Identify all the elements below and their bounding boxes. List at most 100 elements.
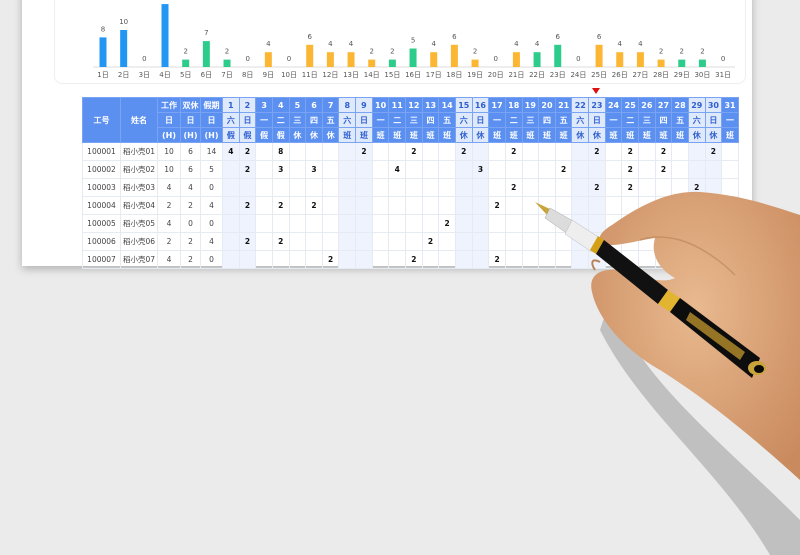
day-cell[interactable] (588, 160, 606, 179)
day-cell[interactable] (471, 142, 490, 161)
x-tick-label: 8日 (242, 71, 253, 79)
day-cell[interactable] (571, 178, 590, 197)
bar (533, 52, 541, 67)
x-tick-label: 23日 (550, 71, 566, 79)
bar (554, 44, 562, 67)
header-day: 27 (654, 97, 673, 113)
header-weekday: 六 (222, 112, 240, 128)
data-label: 4 (514, 40, 519, 48)
table-row[interactable]: 100002 稻小壳02 10 6 5 2 3 3 4 3 2 2 2 (82, 160, 739, 179)
data-label: 0 (287, 55, 291, 63)
bar (471, 59, 479, 67)
data-label: 2 (680, 48, 684, 56)
data-label: 4 (328, 40, 333, 48)
day-cell[interactable]: 4 (222, 142, 240, 161)
header-weekday: 六 (454, 112, 473, 128)
bar (264, 52, 272, 67)
header-weekday: 一 (488, 112, 506, 128)
header-day-type: 假 (238, 127, 257, 143)
bar (698, 59, 706, 67)
header-day: 12 (405, 97, 423, 113)
data-label: 4 (349, 40, 354, 48)
x-tick-label: 31日 (715, 71, 731, 79)
day-cell[interactable] (704, 160, 723, 179)
pen (535, 202, 766, 378)
bar (326, 52, 334, 67)
day-cell[interactable] (338, 232, 357, 251)
data-label: 8 (101, 25, 105, 33)
day-cell[interactable]: 2 (588, 178, 606, 197)
day-cell[interactable] (222, 250, 240, 269)
x-tick-label: 26日 (612, 71, 628, 79)
x-tick-label: 20日 (488, 71, 504, 79)
data-label: 0 (245, 55, 249, 63)
day-cell[interactable] (471, 196, 490, 215)
day-cell[interactable] (454, 178, 473, 197)
header-holiday: 假期 (200, 97, 223, 113)
bar (636, 52, 644, 67)
day-cell[interactable] (355, 250, 373, 269)
day-cell[interactable] (338, 250, 357, 269)
bar (512, 52, 520, 67)
x-tick-label: 14日 (364, 71, 380, 79)
bar (450, 44, 458, 67)
day-cell[interactable] (355, 160, 373, 179)
data-label: 0 (493, 55, 497, 63)
table-row[interactable]: 100001 稻小壳01 10 6 14 4 2 8 2 2 2 2 2 2 2 2 (82, 142, 739, 161)
day-cell[interactable] (588, 196, 606, 215)
day-cell[interactable] (338, 178, 357, 197)
day-cell[interactable] (454, 232, 473, 251)
day-cell[interactable] (238, 250, 257, 269)
header-day-type: 班 (405, 127, 423, 143)
x-tick-label: 3日 (139, 71, 150, 79)
day-cell[interactable] (571, 196, 590, 215)
day-cell[interactable] (454, 196, 473, 215)
data-label: 10 (119, 18, 128, 26)
header-weekday: 五 (554, 112, 573, 128)
day-cell[interactable]: 2 (238, 232, 257, 251)
day-cell[interactable]: 2 (238, 160, 257, 179)
day-cell[interactable] (238, 178, 257, 197)
x-tick-label: 4日 (159, 71, 170, 79)
bar (616, 52, 624, 67)
header-day: 22 (571, 97, 590, 113)
bar (678, 59, 686, 67)
bar (368, 59, 376, 67)
data-label: 0 (576, 55, 580, 63)
header-weekday: 六 (571, 112, 590, 128)
day-cell[interactable]: 2 (238, 196, 257, 215)
header-weekday: 日 (704, 112, 723, 128)
header-weekday: 四 (654, 112, 673, 128)
header-day-type: 休 (321, 127, 340, 143)
header-weekday: 三 (405, 112, 423, 128)
header-day: 4 (271, 97, 290, 113)
day-cell[interactable] (222, 214, 240, 233)
header-holiday: (H) (200, 127, 223, 143)
header-day: 21 (554, 97, 573, 113)
day-cell[interactable] (454, 250, 473, 269)
header-day: 8 (338, 97, 357, 113)
x-tick-label: 7日 (221, 71, 232, 79)
header-holiday: 日 (200, 112, 223, 128)
x-tick-label: 12日 (322, 71, 338, 79)
day-cell[interactable] (355, 196, 373, 215)
header-work: 工作 (157, 97, 181, 113)
day-cell[interactable] (571, 250, 590, 269)
day-cell[interactable] (238, 214, 257, 233)
day-cell[interactable]: 2 (704, 142, 723, 161)
bar-chart-svg: 81日102日03日174日25日76日27日08日49日010日611日412… (93, 0, 735, 79)
header-weekday: 一 (721, 112, 739, 128)
table-row[interactable]: 100003 稻小壳03 4 4 0 2 2 2 2 (82, 178, 739, 197)
header-weekday: 一 (371, 112, 390, 128)
data-label: 2 (225, 48, 229, 56)
day-cell[interactable] (704, 178, 723, 197)
header-name: 姓名 (120, 97, 158, 143)
x-tick-label: 28日 (653, 71, 669, 79)
day-cell[interactable] (222, 160, 240, 179)
header-weekday: 四 (421, 112, 440, 128)
bar (161, 4, 169, 68)
header-day-type: 休 (454, 127, 473, 143)
day-cell[interactable] (454, 160, 473, 179)
current-day-marker-icon (592, 88, 600, 94)
day-cell[interactable] (338, 214, 357, 233)
